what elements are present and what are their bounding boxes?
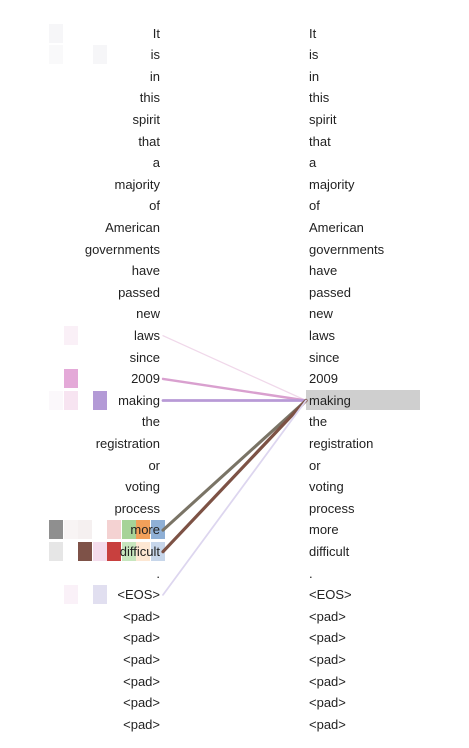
heatmap-cell <box>78 520 92 540</box>
target-token[interactable]: the <box>309 414 328 430</box>
target-token[interactable]: registration <box>309 435 374 451</box>
source-token[interactable]: is <box>150 47 160 63</box>
heatmap-cell <box>63 369 78 389</box>
heatmap-cell <box>136 541 150 561</box>
target-token[interactable]: <pad> <box>309 673 346 689</box>
target-token[interactable]: new <box>309 306 333 322</box>
target-token[interactable]: in <box>309 68 320 84</box>
heatmap-cell <box>63 325 78 345</box>
source-token[interactable]: process <box>114 500 160 516</box>
heatmap-cell <box>49 45 63 65</box>
target-token[interactable]: <EOS> <box>309 587 352 603</box>
target-token[interactable]: <pad> <box>309 695 346 711</box>
source-token[interactable]: spirit <box>132 111 160 127</box>
target-token[interactable]: since <box>309 349 340 365</box>
target-token[interactable]: of <box>309 198 320 214</box>
source-token[interactable]: <EOS> <box>117 587 160 603</box>
source-token[interactable]: laws <box>133 327 160 343</box>
target-token[interactable]: <pad> <box>309 608 346 624</box>
heatmap-cell <box>92 585 107 605</box>
target-token[interactable]: have <box>309 263 338 279</box>
source-token[interactable]: or <box>148 457 160 473</box>
target-token[interactable]: making <box>309 392 351 408</box>
attention-line <box>162 335 307 402</box>
source-token[interactable]: new <box>136 306 160 322</box>
target-token[interactable]: process <box>309 500 355 516</box>
source-token[interactable]: American <box>105 219 160 235</box>
heatmap-cell <box>136 520 150 540</box>
source-token[interactable]: It <box>152 25 160 41</box>
heatmap-cell <box>63 390 78 410</box>
heatmap-cell <box>49 390 63 410</box>
source-token[interactable]: this <box>139 90 160 106</box>
heatmap-cell <box>78 541 92 561</box>
heatmap-cell <box>107 520 121 540</box>
attention-line <box>161 377 308 402</box>
source-token[interactable]: <pad> <box>123 695 160 711</box>
target-token[interactable]: is <box>309 47 319 63</box>
heatmap-cell <box>121 520 136 540</box>
target-token[interactable]: . <box>309 565 313 581</box>
heatmap-cell <box>49 23 63 43</box>
source-token[interactable]: of <box>149 198 160 214</box>
heatmap-cell <box>63 520 78 540</box>
target-token[interactable]: spirit <box>309 111 337 127</box>
target-token[interactable]: 2009 <box>309 371 338 387</box>
attention-line <box>161 398 308 532</box>
source-token[interactable]: majority <box>114 176 160 192</box>
source-token[interactable]: difficult <box>119 543 160 559</box>
heatmap-cell <box>92 45 107 65</box>
heatmap-cell <box>92 541 107 561</box>
heatmap-cell <box>150 520 165 540</box>
source-token[interactable]: that <box>138 133 160 149</box>
source-token[interactable]: registration <box>95 435 160 451</box>
source-token[interactable]: have <box>131 263 160 279</box>
source-token[interactable]: 2009 <box>131 371 160 387</box>
source-token[interactable]: . <box>156 565 160 581</box>
source-token[interactable]: <pad> <box>123 651 160 667</box>
target-token[interactable]: governments <box>309 241 385 257</box>
source-token[interactable]: <pad> <box>123 608 160 624</box>
heatmap-cell <box>92 390 107 410</box>
target-token[interactable]: majority <box>309 176 355 192</box>
target-token[interactable]: or <box>309 457 321 473</box>
target-token[interactable]: a <box>309 155 317 171</box>
target-token[interactable]: more <box>309 522 339 538</box>
heatmap-cell <box>49 541 63 561</box>
target-token[interactable]: passed <box>309 284 351 300</box>
source-token[interactable]: <pad> <box>123 716 160 732</box>
target-token[interactable]: laws <box>309 327 336 343</box>
source-token[interactable]: passed <box>118 284 160 300</box>
target-token[interactable]: <pad> <box>309 716 346 732</box>
source-token[interactable]: since <box>129 349 160 365</box>
heatmap-cell <box>121 541 136 561</box>
target-token[interactable]: American <box>309 219 364 235</box>
source-token[interactable]: <pad> <box>123 673 160 689</box>
target-token[interactable]: difficult <box>309 543 350 559</box>
attention-line <box>161 398 308 554</box>
target-token[interactable]: <pad> <box>309 630 346 646</box>
source-token[interactable]: <pad> <box>123 630 160 646</box>
source-token[interactable]: a <box>152 155 160 171</box>
target-token[interactable]: It <box>309 25 317 41</box>
heatmap-cell <box>107 541 121 561</box>
target-token[interactable]: <pad> <box>309 651 346 667</box>
source-token[interactable]: voting <box>125 479 160 495</box>
attention-line <box>162 399 307 596</box>
source-token[interactable]: governments <box>84 241 160 257</box>
heatmap-cell <box>63 585 78 605</box>
target-token[interactable]: voting <box>309 479 344 495</box>
heatmap-cell <box>150 541 165 561</box>
source-token[interactable]: making <box>118 392 160 408</box>
source-token[interactable]: more <box>130 522 160 538</box>
source-token[interactable]: the <box>141 414 160 430</box>
target-token[interactable]: this <box>309 90 330 106</box>
source-token[interactable]: in <box>149 68 160 84</box>
selected-token-highlight <box>306 389 420 411</box>
target-token[interactable]: that <box>309 133 331 149</box>
heatmap-cell <box>49 520 63 540</box>
